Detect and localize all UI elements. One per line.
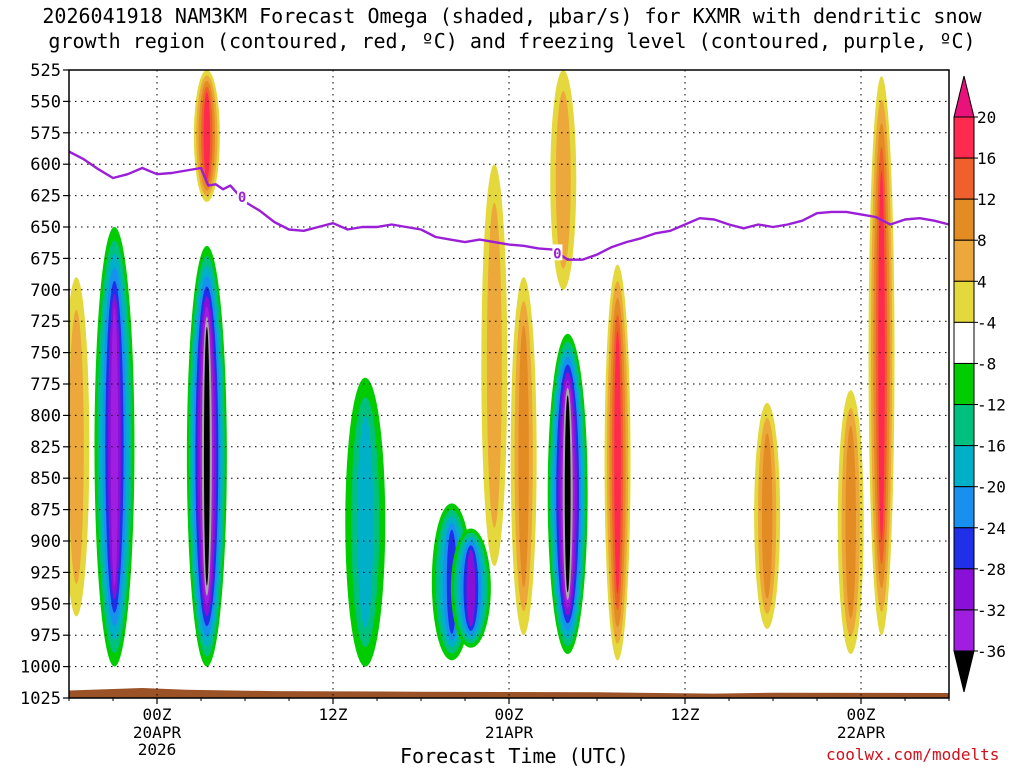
ytick-label-750: 750	[30, 344, 61, 364]
freezing-level-label-bg	[552, 244, 563, 261]
colorbar-label-8: -16	[977, 437, 1006, 456]
colorbar-label-1: 16	[977, 149, 996, 168]
colorbar-box-5	[953, 321, 975, 364]
x-axis-title: Forecast Time (UTC)	[400, 744, 629, 768]
xtick-label-1: 12Z	[319, 705, 348, 724]
freezing-level-line	[69, 150, 949, 261]
colorbar: 20 16 12 8 4 -4 -8 -12 -16 -20 -24 -28 -32 -36	[953, 75, 1006, 693]
ytick-label-725: 725	[30, 312, 61, 332]
colorbar-box-3	[953, 239, 975, 282]
omega-descent-10-level-8	[486, 202, 502, 528]
credit-link[interactable]: coolwx.com/modelts	[826, 745, 1000, 764]
ytick-label-525: 525	[30, 61, 61, 81]
ytick-label-1000: 1000	[20, 658, 61, 678]
ytick-label-550: 550	[30, 92, 61, 112]
pressure-axis: 525 550 575 600 625 650 675 700 725 750 775 800 825 8…	[20, 61, 69, 709]
freezing-level-label: 0	[238, 190, 246, 206]
omega-ascent-2-level--36	[564, 395, 571, 593]
ytick-label-775: 775	[30, 375, 61, 395]
colorbar-box-0	[953, 116, 975, 159]
colorbar-box-1	[953, 157, 975, 200]
colorbar-label-7: -12	[977, 396, 1006, 415]
xtick-label-4: 00Z	[847, 705, 876, 724]
colorbar-label-10: -24	[977, 519, 1006, 538]
chart-title-line-1: 2026041918 NAM3KM Forecast Omega (shaded…	[42, 4, 982, 28]
omega-ascent-5-level--12	[357, 416, 374, 628]
ytick-label-625: 625	[30, 187, 61, 207]
ytick-label-675: 675	[30, 249, 61, 269]
chart-title: 2026041918 NAM3KM Forecast Omega (shaded…	[0, 4, 1024, 54]
omega-descent-12-level-12	[845, 425, 856, 619]
colorbar-label-3: 8	[977, 231, 987, 250]
xtick-year-0: 2026	[138, 740, 177, 759]
omega-ascent-0-level--28	[110, 307, 119, 586]
xtick-date-0: 20APR	[133, 723, 182, 742]
colorbar-box-8	[953, 445, 975, 488]
freezing-level-contour: 00	[69, 150, 949, 262]
xtick-date-4: 22APR	[837, 723, 886, 742]
colorbar-box-11	[953, 568, 975, 611]
ytick-label-950: 950	[30, 595, 61, 615]
colorbar-label-9: -20	[977, 478, 1006, 497]
omega-descent-9-level-12	[518, 325, 529, 588]
xtick-label-0: 00Z	[143, 705, 172, 724]
colorbar-box-7	[953, 404, 975, 447]
ytick-label-600: 600	[30, 155, 61, 175]
freezing-level-label: 0	[553, 246, 561, 262]
ytick-label-575: 575	[30, 124, 61, 144]
omega-descent-7-level-20	[614, 331, 621, 594]
ytick-label-850: 850	[30, 469, 61, 489]
colorbar-box-9	[953, 486, 975, 529]
xtick-label-2: 00Z	[495, 705, 524, 724]
omega-shading	[69, 70, 895, 667]
colorbar-box-6	[953, 362, 975, 406]
colorbar-label-0: 20	[977, 108, 996, 127]
ytick-label-825: 825	[30, 438, 61, 458]
ytick-label-875: 875	[30, 501, 61, 521]
colorbar-label-4: 4	[977, 272, 987, 291]
ytick-label-1025: 1025	[20, 689, 61, 709]
freezing-level-label-bg	[237, 187, 248, 204]
omega-descent-13-level-8	[555, 91, 571, 269]
ytick-label-650: 650	[30, 218, 61, 238]
colorbar-bottom-arrow	[953, 650, 975, 693]
colorbar-label-6: -8	[977, 354, 996, 373]
omega-ascent-4-level--24	[466, 549, 476, 627]
omega-descent-8-level-20	[878, 170, 885, 542]
colorbar-label-12: -32	[977, 601, 1006, 620]
pressure-gridlines	[69, 100, 949, 668]
omega-ascent-1-level--36	[203, 326, 210, 586]
xtick-date-2: 21APR	[485, 723, 534, 742]
colorbar-label-11: -28	[977, 560, 1006, 579]
ytick-label-925: 925	[30, 563, 61, 583]
colorbar-box-4	[953, 280, 975, 323]
colorbar-box-12	[953, 609, 975, 652]
ytick-label-900: 900	[30, 532, 61, 552]
ytick-label-700: 700	[30, 281, 61, 301]
colorbar-box-10	[953, 527, 975, 570]
ytick-label-800: 800	[30, 406, 61, 426]
colorbar-label-5: -4	[977, 313, 996, 332]
ytick-label-975: 975	[30, 626, 61, 646]
colorbar-box-2	[953, 198, 975, 241]
colorbar-label-13: -36	[977, 642, 1006, 661]
terrain-surface	[69, 688, 949, 698]
time-gridlines	[156, 70, 862, 698]
omega-descent-11-level-12	[761, 433, 773, 599]
colorbar-label-2: 12	[977, 190, 996, 209]
colorbar-top-arrow	[953, 75, 975, 118]
omega-descent-6-level-20	[203, 92, 211, 180]
xtick-label-3: 12Z	[671, 705, 700, 724]
terrain-ground	[69, 688, 949, 698]
chart-title-line-2: growth region (contoured, red, ºC) and f…	[48, 29, 976, 53]
